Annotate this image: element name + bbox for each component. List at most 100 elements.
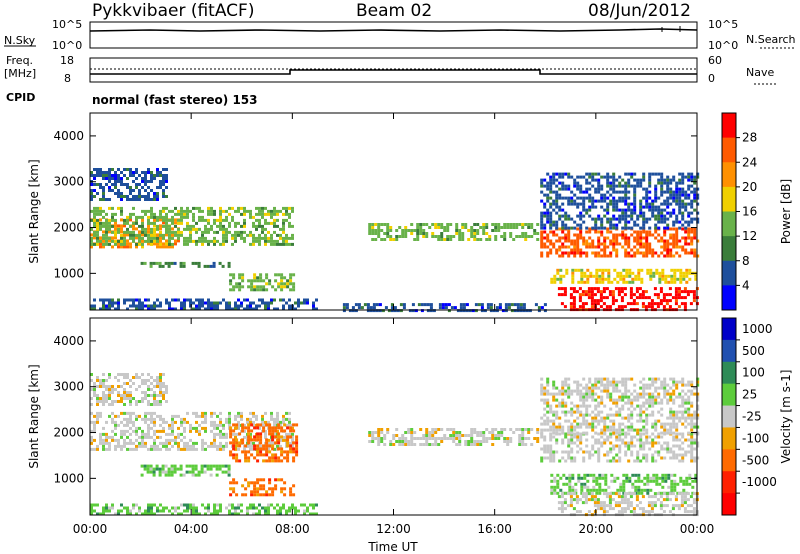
data-cell	[479, 443, 483, 446]
data-cell	[258, 221, 261, 225]
data-cell	[540, 447, 544, 451]
data-cell	[591, 425, 595, 429]
data-cell	[105, 236, 108, 240]
data-cell	[156, 447, 159, 451]
data-cell	[165, 218, 168, 222]
data-cell	[552, 413, 556, 417]
data-cell	[629, 302, 633, 306]
data-cell	[552, 386, 556, 390]
data-cell	[374, 437, 378, 440]
data-cell	[591, 217, 595, 221]
data-cell	[636, 392, 640, 396]
data-cell	[90, 429, 93, 433]
colorbar-tick-label: 16	[742, 205, 757, 219]
data-cell	[552, 190, 556, 194]
data-cell	[270, 441, 273, 445]
data-cell	[229, 435, 233, 439]
data-cell	[573, 193, 577, 197]
data-cell	[219, 209, 222, 213]
data-cell	[639, 245, 643, 249]
data-cell	[102, 441, 105, 445]
data-cell	[261, 236, 264, 240]
data-cell	[156, 186, 159, 189]
data-cell	[201, 209, 204, 213]
data-cell	[630, 416, 634, 420]
data-cell	[521, 226, 525, 229]
data-cell	[646, 482, 650, 486]
data-cell	[238, 444, 242, 448]
data-cell	[690, 422, 694, 426]
data-cell	[273, 417, 276, 421]
data-cell	[129, 411, 132, 415]
data-cell	[675, 230, 679, 234]
data-cell	[646, 479, 650, 483]
data-cell	[267, 301, 270, 305]
data-cell	[219, 242, 222, 246]
data-cell	[621, 380, 625, 384]
data-cell	[585, 254, 589, 258]
data-cell	[595, 280, 599, 284]
data-cell	[276, 239, 279, 243]
data-cell	[616, 271, 620, 275]
data-cell	[258, 206, 261, 210]
data-cell	[681, 248, 685, 252]
data-cell	[135, 183, 138, 186]
data-cell	[585, 404, 589, 408]
data-cell	[252, 242, 255, 246]
data-cell	[120, 432, 123, 436]
data-cell	[434, 440, 438, 443]
data-cell	[627, 251, 631, 255]
data-cell	[276, 417, 279, 421]
data-cell	[600, 416, 604, 420]
data-cell	[669, 248, 673, 252]
data-cell	[571, 473, 575, 477]
data-cell	[234, 417, 237, 421]
data-cell	[212, 261, 216, 265]
data-cell	[684, 392, 688, 396]
data-cell	[591, 251, 595, 255]
data-cell	[582, 419, 586, 423]
data-cell	[276, 307, 279, 311]
data-cell	[129, 212, 132, 216]
data-cell	[660, 456, 664, 460]
data-cell	[567, 172, 571, 176]
data-cell	[200, 464, 204, 468]
data-cell	[642, 392, 646, 396]
data-cell	[114, 171, 117, 174]
data-cell	[604, 488, 608, 492]
data-cell	[99, 236, 102, 240]
data-cell	[684, 407, 688, 411]
data-cell	[603, 193, 607, 197]
data-cell	[634, 485, 638, 489]
data-cell	[645, 202, 649, 206]
data-cell	[231, 242, 234, 246]
data-cell	[268, 432, 272, 436]
data-cell	[623, 305, 627, 309]
data-cell	[279, 512, 282, 516]
data-cell	[153, 411, 156, 415]
data-cell	[213, 423, 216, 427]
data-cell	[452, 235, 456, 238]
data-cell	[253, 490, 257, 494]
data-cell	[696, 217, 700, 221]
data-cell	[111, 236, 114, 240]
data-cell	[437, 223, 441, 226]
data-cell	[141, 221, 144, 225]
data-cell	[192, 301, 195, 305]
data-cell	[189, 447, 192, 451]
data-cell	[618, 242, 622, 246]
data-cell	[292, 447, 296, 451]
data-cell	[464, 440, 468, 443]
data-cell	[141, 435, 144, 439]
data-cell	[485, 226, 489, 229]
data-cell	[425, 431, 429, 434]
data-cell	[201, 242, 204, 246]
data-cell	[635, 290, 639, 294]
data-cell	[93, 189, 96, 192]
data-cell	[440, 223, 444, 226]
data-cell	[201, 236, 204, 240]
data-cell	[158, 264, 162, 268]
data-cell	[132, 236, 135, 240]
data-cell	[618, 217, 622, 221]
data-cell	[619, 482, 623, 486]
